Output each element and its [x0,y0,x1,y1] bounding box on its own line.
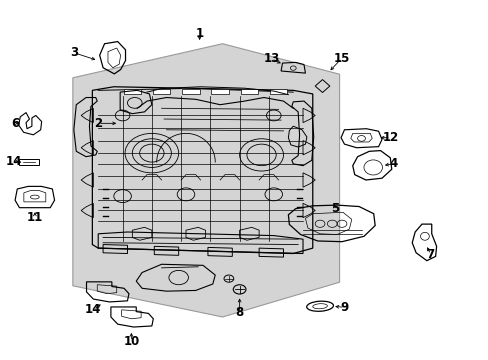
Text: 3: 3 [70,46,78,59]
Text: 13: 13 [263,52,279,65]
Text: 14: 14 [85,303,102,316]
Text: 12: 12 [382,131,398,144]
Polygon shape [240,89,258,94]
Text: 4: 4 [388,157,397,170]
Polygon shape [123,89,141,94]
Text: 8: 8 [235,306,243,319]
Polygon shape [269,89,287,94]
Text: 10: 10 [123,335,139,348]
Text: 15: 15 [333,51,349,64]
Text: 14: 14 [6,155,22,168]
Text: 6: 6 [11,117,20,130]
Text: 5: 5 [330,202,338,215]
Polygon shape [211,89,228,94]
Text: 9: 9 [340,301,348,314]
Text: 11: 11 [27,211,43,224]
Polygon shape [73,44,339,317]
Polygon shape [153,89,170,94]
Polygon shape [182,89,199,94]
Text: 7: 7 [426,248,434,261]
Text: 2: 2 [94,117,102,130]
Text: 1: 1 [195,27,203,40]
